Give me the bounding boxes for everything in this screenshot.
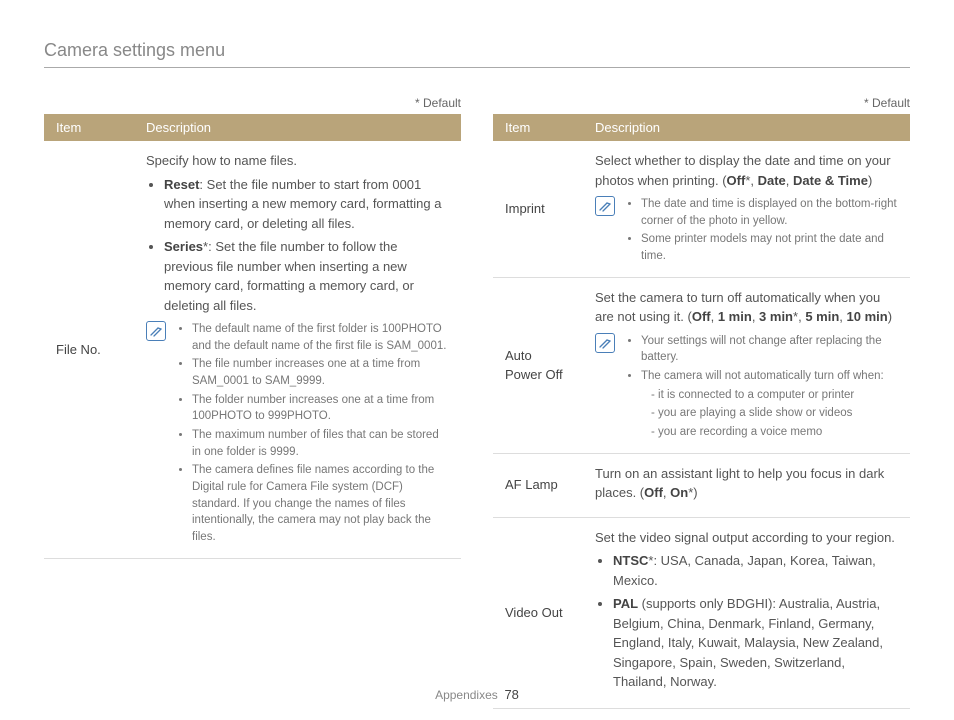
note-box: Your settings will not change after repl… <box>595 333 898 443</box>
col-header-desc: Description <box>134 114 461 141</box>
option-item: PAL (supports only BDGHI): Australia, Au… <box>613 594 898 692</box>
sub-note-item: it is connected to a computer or printer <box>651 387 898 404</box>
note-icon <box>595 196 615 216</box>
note-item: The camera will not automatically turn o… <box>641 368 898 441</box>
note-item: The camera defines file names according … <box>192 462 449 545</box>
note-list: The date and time is displayed on the bo… <box>625 196 898 267</box>
settings-table-left: Item Description File No.Specify how to … <box>44 114 461 559</box>
item-cell: Imprint <box>493 141 583 277</box>
table-row: Imprint Select whether to display the dat… <box>493 141 910 277</box>
content-columns: * Default Item Description File No.Speci… <box>44 96 910 709</box>
desc-values: Turn on an assistant light to help you f… <box>595 464 898 503</box>
note-box: The default name of the first folder is … <box>146 321 449 548</box>
note-item: The file number increases one at a time … <box>192 356 449 389</box>
table-row: File No. Specify how to name files. Reset:… <box>44 141 461 558</box>
option-list: Reset: Set the file number to start from… <box>146 175 449 316</box>
col-header-item: Item <box>44 114 134 141</box>
note-item: Your settings will not change after repl… <box>641 333 898 366</box>
item-cell: Auto Power Off <box>493 277 583 453</box>
note-list: The default name of the first folder is … <box>176 321 449 548</box>
note-box: The date and time is displayed on the bo… <box>595 196 898 267</box>
settings-table-right: Item Description Imprint Select whether t… <box>493 114 910 709</box>
option-item: Reset: Set the file number to start from… <box>164 175 449 234</box>
note-item: The maximum number of files that can be … <box>192 427 449 460</box>
footer-label: Appendixes <box>435 688 498 702</box>
item-cell: AF Lamp <box>493 453 583 517</box>
desc-intro: Specify how to name files. <box>146 151 449 171</box>
desc-cell: Specify how to name files. Reset: Set the… <box>134 141 461 558</box>
table-row: Auto Power Off Set the camera to turn off… <box>493 277 910 453</box>
note-list: Your settings will not change after repl… <box>625 333 898 443</box>
desc-cell: Select whether to display the date and t… <box>583 141 910 277</box>
item-cell: File No. <box>44 141 134 558</box>
default-note-right: * Default <box>493 96 910 110</box>
desc-values: Set the camera to turn off automatically… <box>595 288 898 327</box>
desc-cell: Set the camera to turn off automatically… <box>583 277 910 453</box>
option-item: NTSC*: USA, Canada, Japan, Korea, Taiwan… <box>613 551 898 590</box>
desc-cell: Set the video signal output according to… <box>583 517 910 708</box>
note-item: The folder number increases one at a tim… <box>192 392 449 425</box>
table-row: Video Out Set the video signal output acc… <box>493 517 910 708</box>
page-title: Camera settings menu <box>44 40 910 68</box>
note-icon <box>146 321 166 341</box>
note-item: The date and time is displayed on the bo… <box>641 196 898 229</box>
sub-note-item: you are recording a voice memo <box>651 424 898 441</box>
page-number: 78 <box>504 687 518 702</box>
item-cell: Video Out <box>493 517 583 708</box>
manual-page: Camera settings menu * Default Item Desc… <box>0 0 954 720</box>
table-row: AF Lamp Turn on an assistant light to hel… <box>493 453 910 517</box>
note-item: Some printer models may not print the da… <box>641 231 898 264</box>
note-item: The default name of the first folder is … <box>192 321 449 354</box>
note-icon <box>595 333 615 353</box>
desc-intro: Set the video signal output according to… <box>595 528 898 548</box>
desc-values: Select whether to display the date and t… <box>595 151 898 190</box>
option-list: NTSC*: USA, Canada, Japan, Korea, Taiwan… <box>595 551 898 692</box>
default-note-left: * Default <box>44 96 461 110</box>
col-header-desc: Description <box>583 114 910 141</box>
left-column: * Default Item Description File No.Speci… <box>44 96 461 709</box>
page-footer: Appendixes 78 <box>0 687 954 702</box>
sub-note-list: it is connected to a computer or printer… <box>641 387 898 441</box>
right-column: * Default Item Description Imprint Select… <box>493 96 910 709</box>
sub-note-item: you are playing a slide show or videos <box>651 405 898 422</box>
desc-cell: Turn on an assistant light to help you f… <box>583 453 910 517</box>
option-item: Series*: Set the file number to follow t… <box>164 237 449 315</box>
col-header-item: Item <box>493 114 583 141</box>
